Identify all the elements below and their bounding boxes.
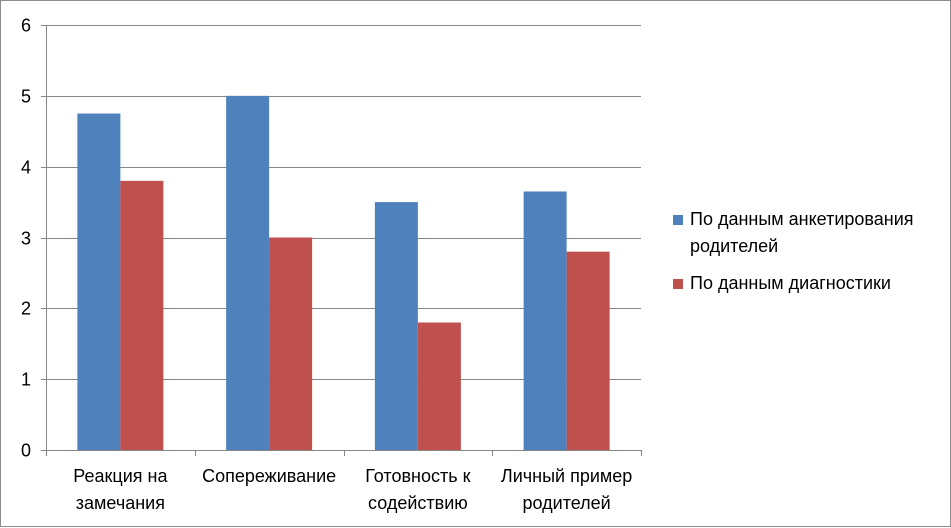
- bar-diagnostics: [120, 180, 164, 451]
- y-tick-label: 3: [21, 229, 31, 249]
- legend: По данным анкетирования родителей По дан…: [673, 206, 943, 307]
- legend-item-diagnostics: По данным диагностики: [673, 270, 943, 297]
- x-category-label: замечания: [76, 493, 165, 513]
- x-category-label: родителей: [523, 493, 611, 513]
- x-category-label: Готовность к: [365, 466, 470, 486]
- bar-survey: [523, 191, 567, 451]
- x-category-label: Реакция на: [73, 466, 168, 486]
- legend-label-diagnostics: По данным диагностики: [690, 273, 891, 293]
- legend-swatch-survey: [673, 215, 683, 225]
- bar-survey: [226, 95, 270, 450]
- y-tick-label: 2: [21, 299, 31, 319]
- y-tick-label: 5: [21, 87, 31, 107]
- legend-item-survey: По данным анкетирования родителей: [673, 206, 943, 260]
- y-tick-label: 1: [21, 370, 31, 390]
- bar-diagnostics: [417, 322, 461, 450]
- y-tick-label: 6: [21, 16, 31, 36]
- bar-survey: [77, 113, 121, 451]
- bar-survey: [374, 202, 418, 450]
- x-category-label: Сопереживание: [202, 466, 336, 486]
- y-tick-label: 4: [21, 158, 31, 178]
- bar-diagnostics: [269, 237, 313, 450]
- y-tick-label: 0: [21, 441, 31, 461]
- legend-label-survey: По данным анкетирования родителей: [690, 209, 914, 256]
- bar-diagnostics: [566, 251, 610, 450]
- legend-swatch-diagnostics: [673, 279, 683, 289]
- x-category-label: Личный пример: [501, 466, 632, 486]
- x-category-label: содействию: [368, 493, 468, 513]
